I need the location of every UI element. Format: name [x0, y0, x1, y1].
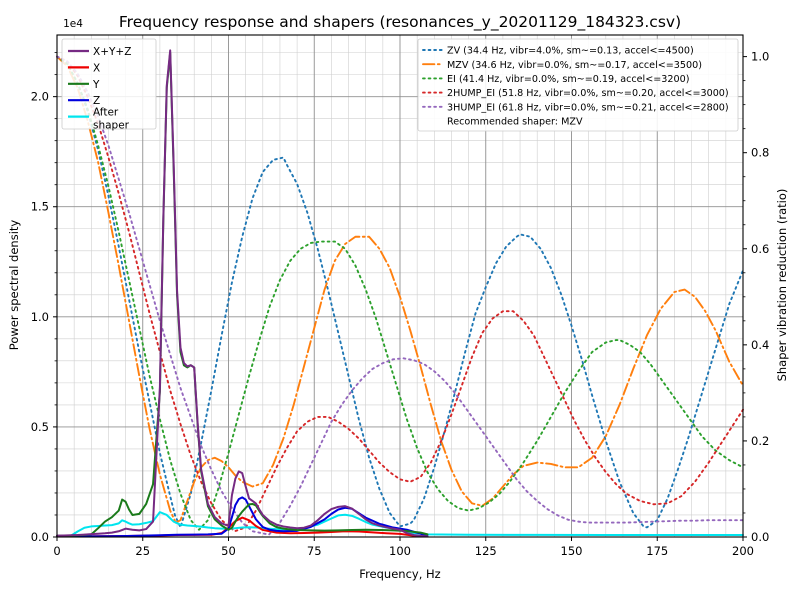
shaper-curve-mzv [56, 55, 744, 524]
legend-shaper-label: ZV (34.4 Hz, vibr=4.0%, sm~=0.13, accel<… [447, 46, 694, 57]
legend-psd-box [61, 38, 157, 130]
legend-shapers[interactable]: ZV (34.4 Hz, vibr=4.0%, sm~=0.13, accel<… [417, 38, 739, 132]
y-axis-offset-label: 1e4 [63, 18, 83, 30]
shaper-curve-2hump_ei [56, 55, 744, 533]
x-tick-label: 75 [307, 544, 322, 558]
y-tick-label-left: 0.5 [31, 420, 49, 434]
x-axis-label: Frequency, Hz [359, 567, 440, 581]
y-tick-label-right: 0.8 [751, 146, 769, 160]
y-axis-label-left: Power spectral density [7, 220, 21, 351]
x-axis: 0 25 50 75 100 125 150 175 200 [53, 537, 754, 558]
x-tick-label: 0 [53, 544, 60, 558]
x-tick-label: 50 [221, 544, 236, 558]
psd-curve-x-y-z [56, 49, 429, 538]
x-tick-label: 200 [732, 544, 754, 558]
legend-shapers-box [417, 38, 739, 132]
recommended-shaper-note: Recommended shaper: MZV [447, 117, 583, 128]
y-axis-right: 0.0 0.2 0.4 0.6 0.8 1.0 [743, 50, 769, 544]
legend-psd-label-cont: shaper [93, 120, 130, 132]
x-tick-label: 100 [389, 544, 411, 558]
y-axis-left: 0.0 0.5 1.0 1.5 2.0 [31, 52, 57, 544]
shaper-curve-zv [56, 55, 744, 529]
legend-psd-label: X+Y+Z [93, 46, 131, 58]
y-tick-label-right: 0.2 [751, 434, 769, 448]
y-axis-label-right: Shaper vibration reduction (ratio) [775, 189, 789, 382]
y-tick-label-right: 0.0 [751, 530, 769, 544]
y-tick-label-left: 2.0 [31, 90, 49, 104]
legend-shaper-label: 2HUMP_EI (51.8 Hz, vibr=0.0%, sm~=0.20, … [447, 88, 729, 99]
legend-psd-label: Z [93, 95, 100, 107]
legend-shaper-label: 3HUMP_EI (61.8 Hz, vibr=0.0%, sm~=0.21, … [447, 102, 729, 113]
legend-shaper-label: EI (41.4 Hz, vibr=0.0%, sm~=0.19, accel<… [447, 74, 689, 85]
legend-psd-label: X [93, 62, 100, 74]
legend-shaper-label: MZV (34.6 Hz, vibr=0.0%, sm~=0.17, accel… [447, 60, 702, 71]
y-tick-label-right: 0.4 [751, 338, 769, 352]
page-title: Frequency response and shapers (resonanc… [119, 13, 681, 32]
y-tick-label-right: 1.0 [751, 50, 769, 64]
x-tick-label: 25 [135, 544, 150, 558]
series-layer [56, 49, 744, 538]
legend-psd-label: Y [92, 79, 100, 91]
y-tick-label-left: 0.0 [31, 530, 49, 544]
y-tick-label-right: 0.6 [751, 242, 769, 256]
x-tick-label: 175 [646, 544, 668, 558]
shaper-curve-3hump_ei [56, 55, 744, 536]
legend-psd-label: After [93, 107, 119, 119]
x-tick-label: 150 [561, 544, 583, 558]
y-tick-label-left: 1.5 [31, 200, 49, 214]
y-tick-label-left: 1.0 [31, 310, 49, 324]
x-tick-label: 125 [475, 544, 497, 558]
shaper-curve-ei [56, 55, 744, 531]
